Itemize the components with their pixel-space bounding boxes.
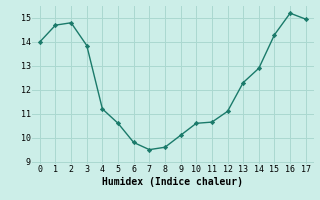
- X-axis label: Humidex (Indice chaleur): Humidex (Indice chaleur): [102, 177, 243, 187]
